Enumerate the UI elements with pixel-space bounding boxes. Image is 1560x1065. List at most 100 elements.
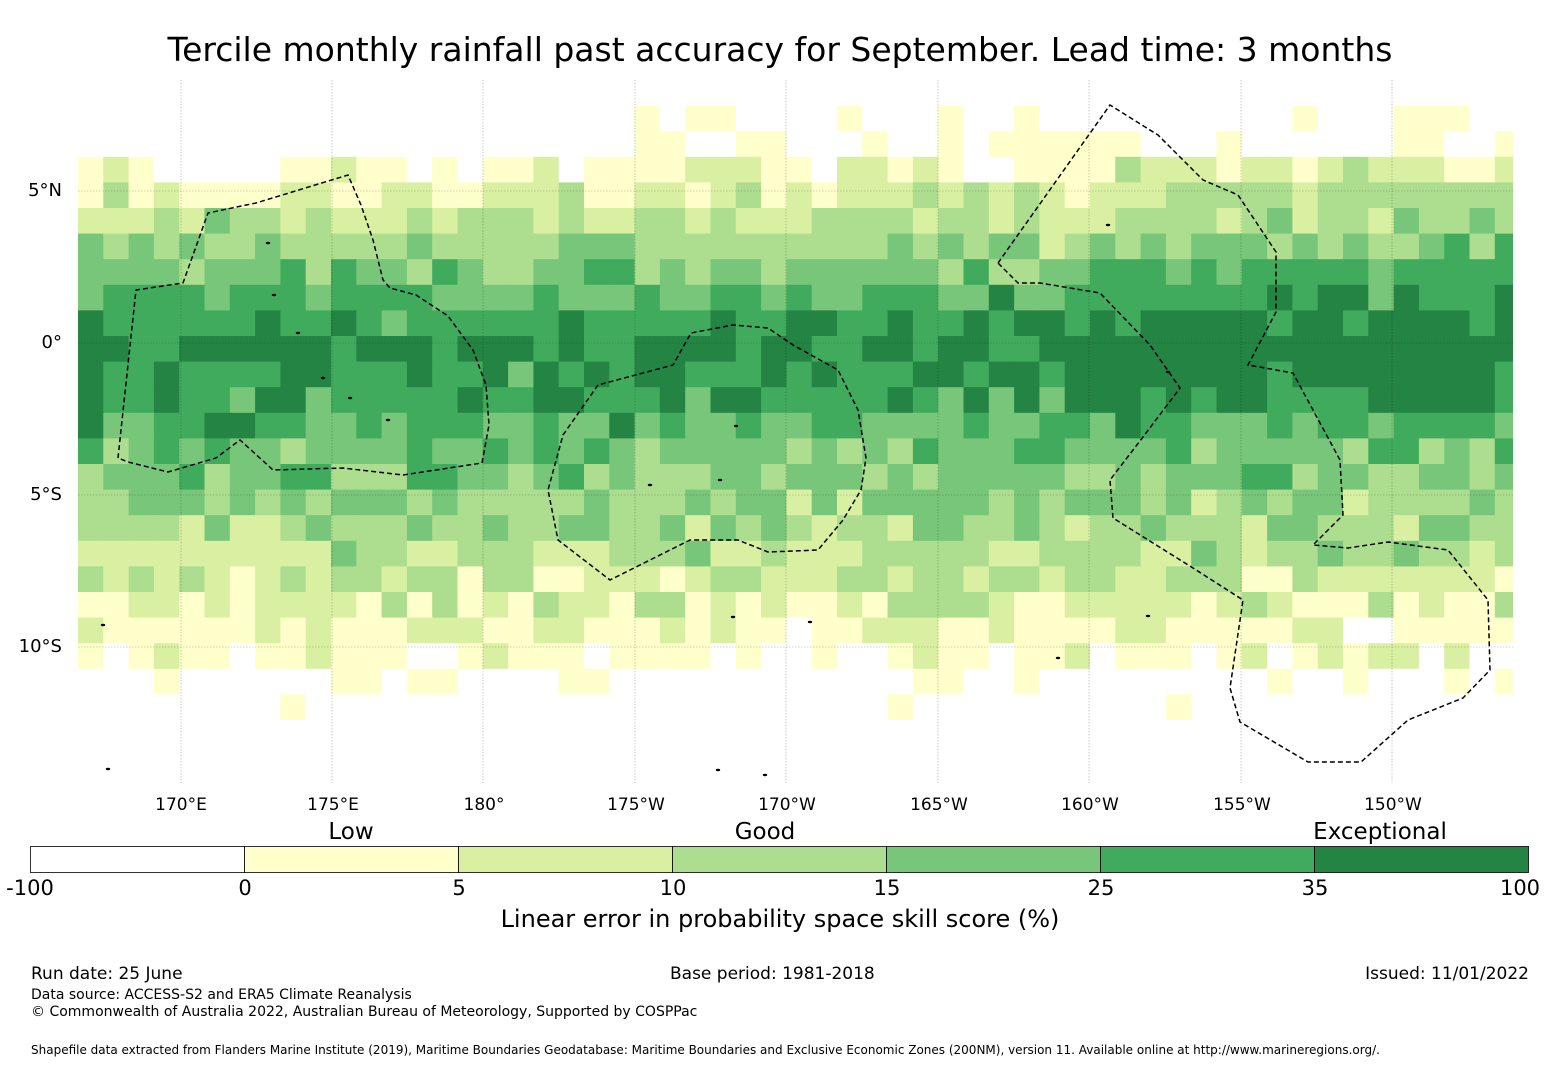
skill-cell [1393,387,1420,414]
colorbar-tick-5: 5 [452,876,466,900]
skill-cell [1494,361,1513,388]
skill-cell [609,771,636,783]
skill-cell [1216,745,1243,772]
skill-cell [508,720,534,747]
skill-cell [1494,310,1513,337]
skill-cell [533,80,560,107]
skill-cell [103,668,130,695]
skill-cell [1014,566,1040,593]
skill-cell [381,566,408,593]
skill-cell [1469,412,1496,439]
skill-cell [584,592,610,619]
skill-cell [381,694,408,721]
skill-cell [1039,720,1066,747]
skill-cell [963,156,990,183]
skill-cell [710,156,737,183]
skill-cell [356,540,383,567]
skill-cell [280,694,307,721]
skill-cell [1494,515,1513,542]
skill-cell [1241,156,1268,183]
skill-cell [837,464,863,491]
skill-cell [837,515,863,542]
skill-cell [533,131,560,158]
skill-cell [533,745,560,772]
skill-cell [1090,540,1116,567]
skill-cell [128,566,155,593]
skill-cell [179,284,206,311]
skill-cell [255,233,281,260]
skill-cell [1469,259,1496,286]
skill-cell [887,592,914,619]
skill-cell [432,131,459,158]
skill-cell [735,156,762,183]
skill-cell [381,617,408,644]
skill-cell [735,259,762,286]
skill-cell [229,771,256,783]
skill-cell [356,464,383,491]
skill-cell [432,80,459,107]
skill-cell [938,80,965,107]
skill-cell [128,592,155,619]
skill-cell [1393,284,1420,311]
skill-cell [786,515,813,542]
skill-cell [280,438,307,465]
skill-cell [609,412,636,439]
skill-cell [533,720,560,747]
skill-cell [128,515,155,542]
skill-cell [912,208,939,235]
skill-cell [1494,668,1513,695]
skill-cell [1241,515,1268,542]
skill-cell [912,668,939,695]
skill-cell [280,668,307,695]
skill-cell [78,489,104,516]
skill-cell [508,643,534,670]
skill-cell [786,720,813,747]
skill-cell [584,336,610,363]
skill-cell [1418,80,1445,107]
skill-cell [1444,592,1471,619]
skill-cell [1191,310,1218,337]
skill-cell [1064,592,1091,619]
skill-cell [1140,720,1167,747]
skill-cell [432,412,459,439]
skill-cell [1039,489,1066,516]
skill-cell [1115,156,1142,183]
skill-cell [1494,643,1513,670]
skill-cell [1115,617,1142,644]
skill-cell [710,80,737,107]
skill-cell [1368,438,1395,465]
island-marker [265,241,271,245]
skill-cell [1064,515,1091,542]
skill-cell [457,464,484,491]
skill-cell [1292,720,1319,747]
skill-cell [963,540,990,567]
colorbar-tick-15: 15 [873,876,901,900]
skill-cell [1014,464,1040,491]
skill-cell [761,182,787,209]
skill-cell [305,259,332,286]
skill-cell [735,540,762,567]
skill-cell [887,489,914,516]
skill-cell [1191,617,1218,644]
skill-cell [78,694,104,721]
skill-cell [381,156,408,183]
skill-cell [685,643,712,670]
skill-cell [634,668,661,695]
skill-cell [1418,182,1445,209]
skill-cell [1140,489,1167,516]
skill-cell [179,105,206,132]
skill-cell [153,592,180,619]
skill-cell [508,105,534,132]
skill-cell [1418,464,1445,491]
skill-cell [735,745,762,772]
skill-cell [710,438,737,465]
skill-cell [887,438,914,465]
skill-cell [1064,80,1091,107]
skill-cell [1165,694,1192,721]
skill-cell [963,284,990,311]
skill-cell [634,336,661,363]
skill-cell [1343,310,1369,337]
skill-cell [1343,131,1369,158]
skill-cell [103,720,130,747]
skill-cell [78,540,104,567]
